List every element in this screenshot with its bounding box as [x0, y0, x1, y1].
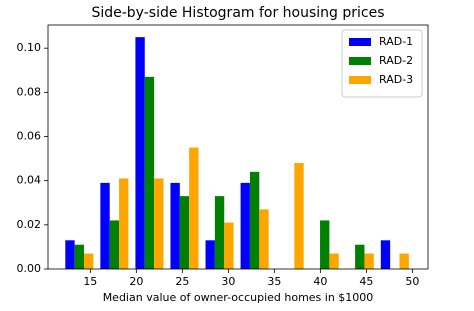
x-axis-label: Median value of owner-occupied homes in …	[103, 291, 374, 304]
legend-label: RAD-3	[379, 73, 413, 86]
bar	[154, 178, 164, 269]
y-tick-label: 0.08	[17, 85, 42, 98]
x-tick-label: 25	[175, 275, 189, 288]
legend-label: RAD-2	[379, 54, 413, 67]
bar	[399, 253, 409, 269]
legend: RAD-1 RAD-2 RAD-3	[341, 29, 423, 98]
bar	[240, 182, 250, 269]
x-tick-label: 15	[83, 275, 97, 288]
x-tick-label: 30	[221, 275, 235, 288]
bar	[249, 171, 260, 269]
bar	[320, 220, 330, 269]
bar	[224, 222, 234, 269]
bar	[329, 253, 339, 269]
x-tick-label: 50	[405, 275, 419, 288]
bar	[119, 178, 129, 269]
x-tick-label: 20	[129, 275, 143, 288]
bar	[170, 182, 180, 269]
plot-frame	[47, 24, 429, 270]
chart-title: Side-by-side Histogram for housing price…	[91, 5, 384, 21]
bar	[84, 253, 94, 269]
bar	[179, 196, 190, 269]
bar	[189, 147, 199, 269]
y-tick-label: 0.10	[17, 41, 42, 54]
bar	[380, 240, 391, 269]
bar	[65, 240, 75, 269]
legend-swatch	[349, 76, 371, 84]
bar	[100, 182, 110, 269]
bar	[135, 37, 145, 270]
y-tick-label: 0.06	[17, 130, 42, 143]
x-tick-label: 35	[267, 275, 281, 288]
x-tick-label: 45	[359, 275, 373, 288]
bar	[355, 244, 365, 269]
legend-swatch	[349, 57, 371, 65]
bar	[74, 244, 85, 269]
bar	[205, 240, 215, 269]
x-tick-label: 40	[313, 275, 327, 288]
y-tick-label: 0.02	[17, 218, 42, 231]
legend-label: RAD-1	[379, 35, 413, 48]
y-tick-label: 0.04	[17, 174, 42, 187]
bar	[144, 76, 155, 269]
bar	[214, 196, 225, 269]
bar	[294, 163, 304, 269]
y-tick-label: 0.00	[17, 262, 42, 275]
bar	[364, 253, 374, 269]
legend-swatch	[349, 38, 371, 46]
bar	[109, 220, 120, 269]
bar	[259, 209, 269, 269]
